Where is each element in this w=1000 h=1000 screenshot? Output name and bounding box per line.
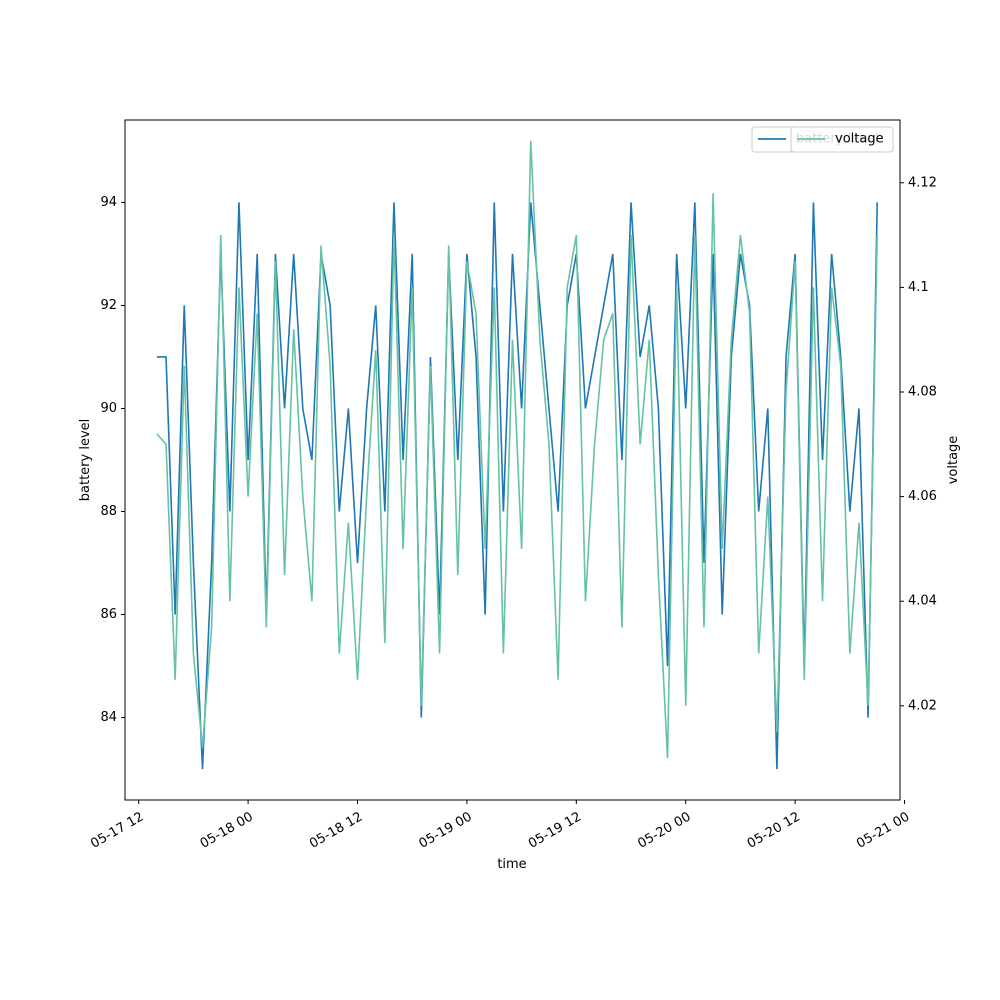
y2-tick-label: 4.04 (908, 594, 937, 609)
y-tick-label: 92 (100, 298, 117, 313)
y-tick-label: 84 (100, 710, 117, 725)
data-line (156, 202, 879, 770)
data-line (156, 140, 879, 759)
x-tick-label: 05-20 00 (635, 810, 693, 852)
x-tick-label: 05-21 00 (854, 810, 912, 852)
x-axis-label: time (497, 857, 526, 872)
y2-tick-label: 4.1 (908, 280, 929, 295)
x-tick-label: 05-19 12 (526, 810, 584, 852)
y-tick-label: 88 (100, 504, 117, 519)
legend-label: voltage (835, 132, 884, 147)
y2-axis-label: voltage (946, 436, 961, 485)
legend-box (790, 126, 894, 153)
x-tick-label: 05-18 00 (198, 810, 256, 852)
y-tick-label: 94 (100, 195, 117, 210)
y2-tick-label: 4.02 (908, 698, 937, 713)
plot-frame (124, 119, 901, 801)
y2-tick-label: 4.12 (908, 175, 937, 190)
y2-tick-label: 4.08 (908, 385, 937, 400)
y-tick-label: 90 (100, 401, 117, 416)
y-tick-label: 86 (100, 607, 117, 622)
x-tick-label: 05-18 12 (307, 810, 365, 852)
y2-tick-label: 4.06 (908, 489, 937, 504)
y-axis-label: battery level (78, 419, 93, 502)
x-tick-label: 05-20 12 (745, 810, 803, 852)
x-tick-label: 05-19 00 (417, 810, 475, 852)
x-tick-label: 05-17 12 (88, 810, 146, 852)
